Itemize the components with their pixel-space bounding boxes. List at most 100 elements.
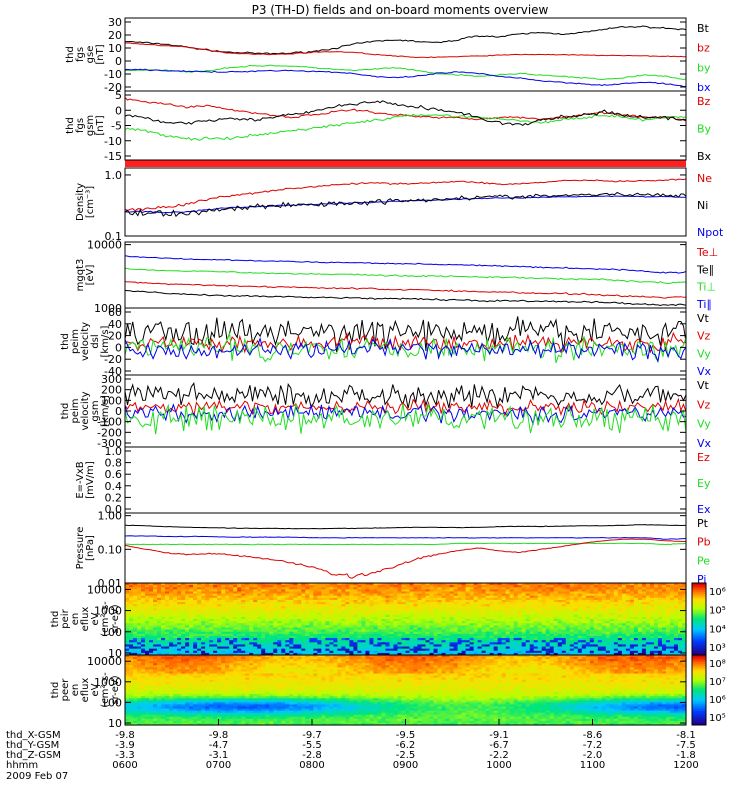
x-axis-tick-label: 0800 <box>299 760 324 771</box>
legend-label: Pe <box>697 554 710 567</box>
x-axis-tick-label: -9.5 <box>396 730 416 741</box>
y-axis-label: eV <box>90 612 101 625</box>
x-axis-tick-label: -8.1 <box>676 730 696 741</box>
legend-label: Vx <box>697 437 712 450</box>
panel-frame <box>124 167 687 237</box>
y-tick-label: 10000 <box>87 583 122 596</box>
y-tick-label: 100 <box>101 626 122 639</box>
panel-peir-eflux: 10⁶ 10⁵ 10⁴ 10³ 10000 1000 100 10 thd peir en eflux… <box>50 582 726 660</box>
legend-label: By <box>697 123 712 136</box>
series-line-Vt <box>124 382 687 410</box>
y-axis-label: fgs <box>75 118 86 133</box>
y-axis-label: thd <box>60 403 71 420</box>
y-tick-label: 1000 <box>94 605 122 618</box>
x-axis-tick-label: -3.9 <box>115 740 135 751</box>
series-line-Pi <box>124 535 686 540</box>
y-tick-label: 0 <box>115 55 122 68</box>
x-axis-tick-label: -3.3 <box>115 750 135 761</box>
y-tick-label: 40 <box>108 318 122 331</box>
legend-label: Vt <box>697 379 710 392</box>
legend-label: Pi <box>697 573 706 586</box>
y-axis-label: gsm <box>90 400 101 421</box>
panel-fgs-gsm: 5 0 -5 -10 -15 thd fgs gsm [nT] Bz By Bx <box>65 89 712 163</box>
legend-label: Ne <box>697 172 712 185</box>
y-axis-label: gse <box>85 46 96 64</box>
date-label: 2009 Feb 07 <box>6 771 68 782</box>
x-axis-row-label: thd_X-GSM <box>6 730 61 741</box>
x-axis-tick-label: 1000 <box>486 760 511 771</box>
colorbar-tick-label: 10⁵ <box>709 606 726 617</box>
y-axis-label: mgqt3 <box>75 259 86 292</box>
y-axis-label: [km/s] <box>100 325 111 357</box>
legend-label: Vy <box>697 347 711 360</box>
legend-label: Bz <box>697 95 711 108</box>
y-axis-label: thd <box>65 117 76 134</box>
panel-e-vxb: 1.00.80.60.40.20.0 E=-VxB [mV/m] Ez Ey Ex <box>75 445 711 516</box>
y-tick-label: 5 <box>115 89 122 102</box>
y-tick-label: -300 <box>97 437 122 450</box>
y-tick-label: 10 <box>108 42 122 55</box>
y-tick-label: 0.0 <box>105 503 123 516</box>
y-axis-label: E=-VxB <box>75 461 86 498</box>
y-axis-label: eflux <box>80 678 91 703</box>
y-tick-label: 0.6 <box>105 468 123 481</box>
legend-label: by <box>697 61 711 74</box>
y-axis-label: thd <box>60 333 71 350</box>
y-axis-label: (cm²-s- <box>100 672 111 708</box>
legend-label: Npot <box>697 226 724 239</box>
y-tick-label: 10000 <box>87 239 122 252</box>
y-axis-label: Density <box>75 183 86 221</box>
y-axis-label: [km/s] <box>100 395 111 427</box>
x-axis-tick-label: -9.8 <box>115 730 135 741</box>
legend-label: Vt <box>697 312 710 325</box>
series-line-Vy <box>124 403 687 435</box>
y-axis-label: peim <box>70 398 81 423</box>
y-tick-label: -20 <box>104 81 122 94</box>
series-line-By <box>124 113 687 141</box>
y-tick-label: 100 <box>101 394 122 407</box>
legend-label: Ez <box>697 451 710 464</box>
legend-label: bz <box>697 42 710 55</box>
series-line-Ti∥ <box>124 255 687 274</box>
series-line-Te⊥ <box>124 281 686 299</box>
y-axis-label: thd <box>50 611 61 628</box>
y-axis-label: velocity <box>80 322 91 361</box>
colorbar-tick-label: 10⁴ <box>709 624 726 635</box>
legend-label: Vz <box>697 330 711 343</box>
legend-label: Ey <box>697 477 711 490</box>
x-axis-tick-label: -9.7 <box>302 730 322 741</box>
panel-frame <box>124 17 687 92</box>
legend-label: Ex <box>697 503 711 516</box>
y-axis-label: velocity <box>80 391 91 430</box>
panel-frame <box>124 446 687 514</box>
x-axis-tick-label: -9.1 <box>489 730 509 741</box>
colorbar-tick-label: 10³ <box>709 643 726 654</box>
series-line-Te∥ <box>124 290 687 307</box>
y-tick-label: 0 <box>115 341 122 354</box>
y-axis-label: eflux <box>80 607 91 632</box>
x-axis-tick-label: -2.5 <box>396 750 416 761</box>
series-line-Pe <box>124 542 687 546</box>
legend-label: Vx <box>697 365 712 378</box>
y-tick-label: -100 <box>97 416 122 429</box>
y-axis-label: [cm⁻³] <box>85 186 96 218</box>
colorbar-tick-label: 10⁶ <box>709 695 726 706</box>
series-line-Vx <box>124 336 687 364</box>
colorbar: 10⁶ 10⁵ 10⁴ 10³ <box>691 582 726 656</box>
y-tick-label: 1000 <box>94 676 122 689</box>
x-axis-tick-label: 0900 <box>393 760 418 771</box>
y-tick-label: 1.00 <box>98 510 123 523</box>
y-axis-label: [eV] <box>85 265 96 286</box>
y-axis-label: [mV/m] <box>85 461 96 499</box>
y-axis-label: sr-eV) <box>110 604 121 633</box>
legend-label: Vz <box>697 398 711 411</box>
y-tick-label: 0.4 <box>105 480 123 493</box>
y-tick-label: 10 <box>108 647 122 660</box>
x-axis-tick-label: 1200 <box>673 760 698 771</box>
series-line-bx <box>124 68 687 88</box>
heatmap-cells <box>125 583 687 656</box>
